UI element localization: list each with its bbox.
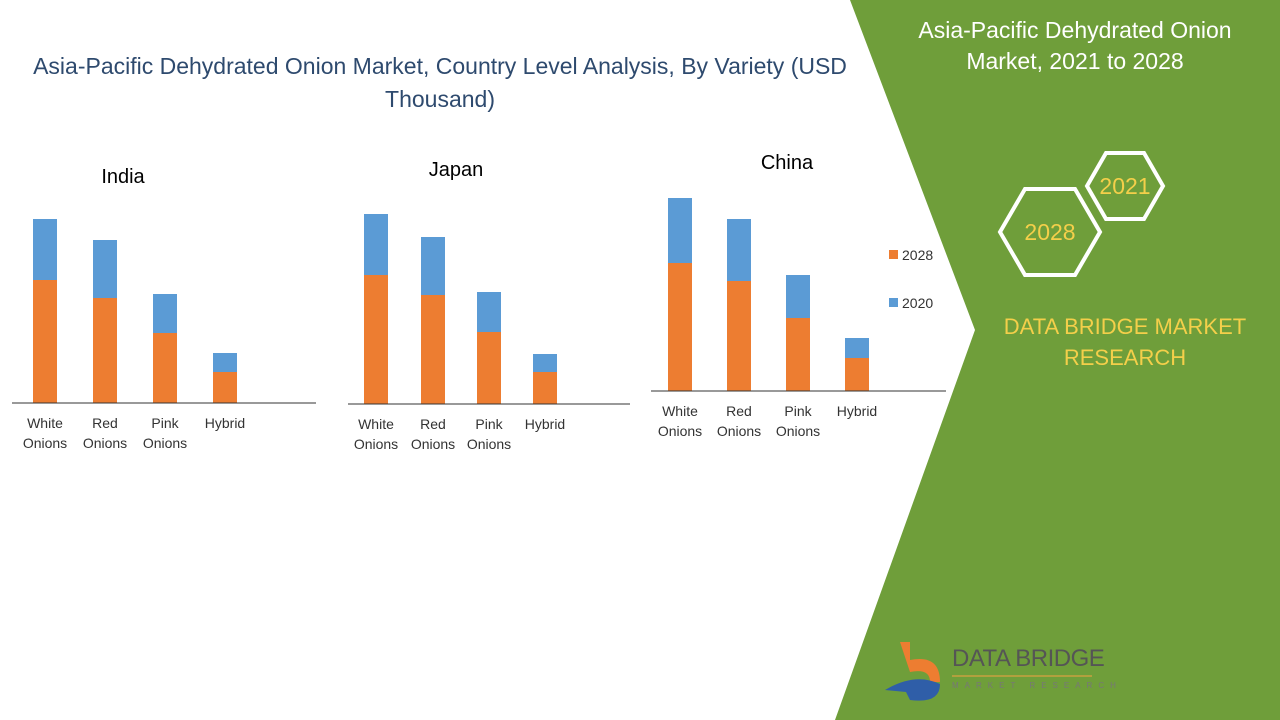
logo-text: DATA BRIDGE: [952, 645, 1105, 672]
hexagon-2021: [1084, 151, 1166, 221]
china-bar-2028-3: [845, 358, 869, 391]
japan-tick-label: Hybrid: [525, 416, 565, 432]
brand-text: DATA BRIDGE MARKET RESEARCH: [1003, 314, 1247, 370]
china-bar-2028-0: [668, 263, 692, 391]
india-tick-label: Red: [92, 415, 118, 431]
india-tick-label: Hybrid: [205, 415, 245, 431]
japan-bar-2020-2: [477, 292, 501, 332]
india-bar-2028-1: [93, 298, 117, 403]
japan-bar-2028-1: [421, 295, 445, 404]
japan-bar-2028-3: [533, 372, 557, 404]
china-bar-2020-3: [845, 338, 869, 358]
china-bar-2020-1: [727, 219, 751, 281]
hex-label-2028: 2028: [1024, 219, 1076, 245]
hexagon-2028: [997, 187, 1103, 277]
japan-tick-label: Pink: [475, 416, 503, 432]
india-bar-2020-2: [153, 294, 177, 333]
japan-bar-2020-3: [533, 354, 557, 372]
india-bar-2020-1: [93, 240, 117, 298]
legend-swatch-2020: [889, 298, 898, 307]
india-tick-label: White: [27, 415, 63, 431]
china-tick-label: Hybrid: [837, 403, 877, 419]
india-bar-2020-0: [33, 219, 57, 280]
india-bar-2020-3: [213, 353, 237, 372]
india-tick-label: Onions: [83, 435, 127, 451]
china-tick-label: Onions: [717, 423, 761, 439]
legend-label-2020: 2020: [902, 295, 933, 311]
china-bar-2028-2: [786, 318, 810, 391]
india-tick-label: Onions: [143, 435, 187, 451]
china-tick-label: Pink: [784, 403, 812, 419]
china-bar-2028-1: [727, 281, 751, 391]
india-bar-2028-3: [213, 372, 237, 403]
china-tick-label: Onions: [776, 423, 820, 439]
china-bar-2020-0: [668, 198, 692, 263]
legend-label-2028: 2028: [902, 247, 933, 263]
china-tick-label: White: [662, 403, 698, 419]
japan-bar-2020-0: [364, 214, 388, 275]
india-tick-label: Onions: [23, 435, 67, 451]
chart-title: Asia-Pacific Dehydrated Onion Market, Co…: [33, 53, 847, 112]
legend-swatch-2028: [889, 250, 898, 259]
india-bar-2028-2: [153, 333, 177, 403]
india-tick-label: Pink: [151, 415, 179, 431]
china-tick-label: Onions: [658, 423, 702, 439]
logo-icon: [885, 642, 940, 701]
hex-label-2021: 2021: [1099, 173, 1151, 199]
india-bar-2028-0: [33, 280, 57, 403]
japan-tick-label: White: [358, 416, 394, 432]
japan-tick-label: Onions: [354, 436, 398, 452]
china-bar-2020-2: [786, 275, 810, 318]
japan-title: Japan: [429, 159, 484, 181]
japan-tick-label: Onions: [411, 436, 455, 452]
japan-bar-2028-2: [477, 332, 501, 404]
japan-tick-label: Onions: [467, 436, 511, 452]
china-tick-label: Red: [726, 403, 752, 419]
japan-bar-2028-0: [364, 275, 388, 404]
india-title: India: [101, 166, 145, 188]
japan-tick-label: Red: [420, 416, 446, 432]
green-panel: [835, 0, 1280, 720]
logo-subtext: MARKET RESEARCH: [952, 681, 1122, 690]
side-panel-title: Asia-Pacific Dehydrated Onion Market, 20…: [918, 17, 1232, 74]
japan-bar-2020-1: [421, 237, 445, 295]
china-title: China: [761, 152, 814, 174]
